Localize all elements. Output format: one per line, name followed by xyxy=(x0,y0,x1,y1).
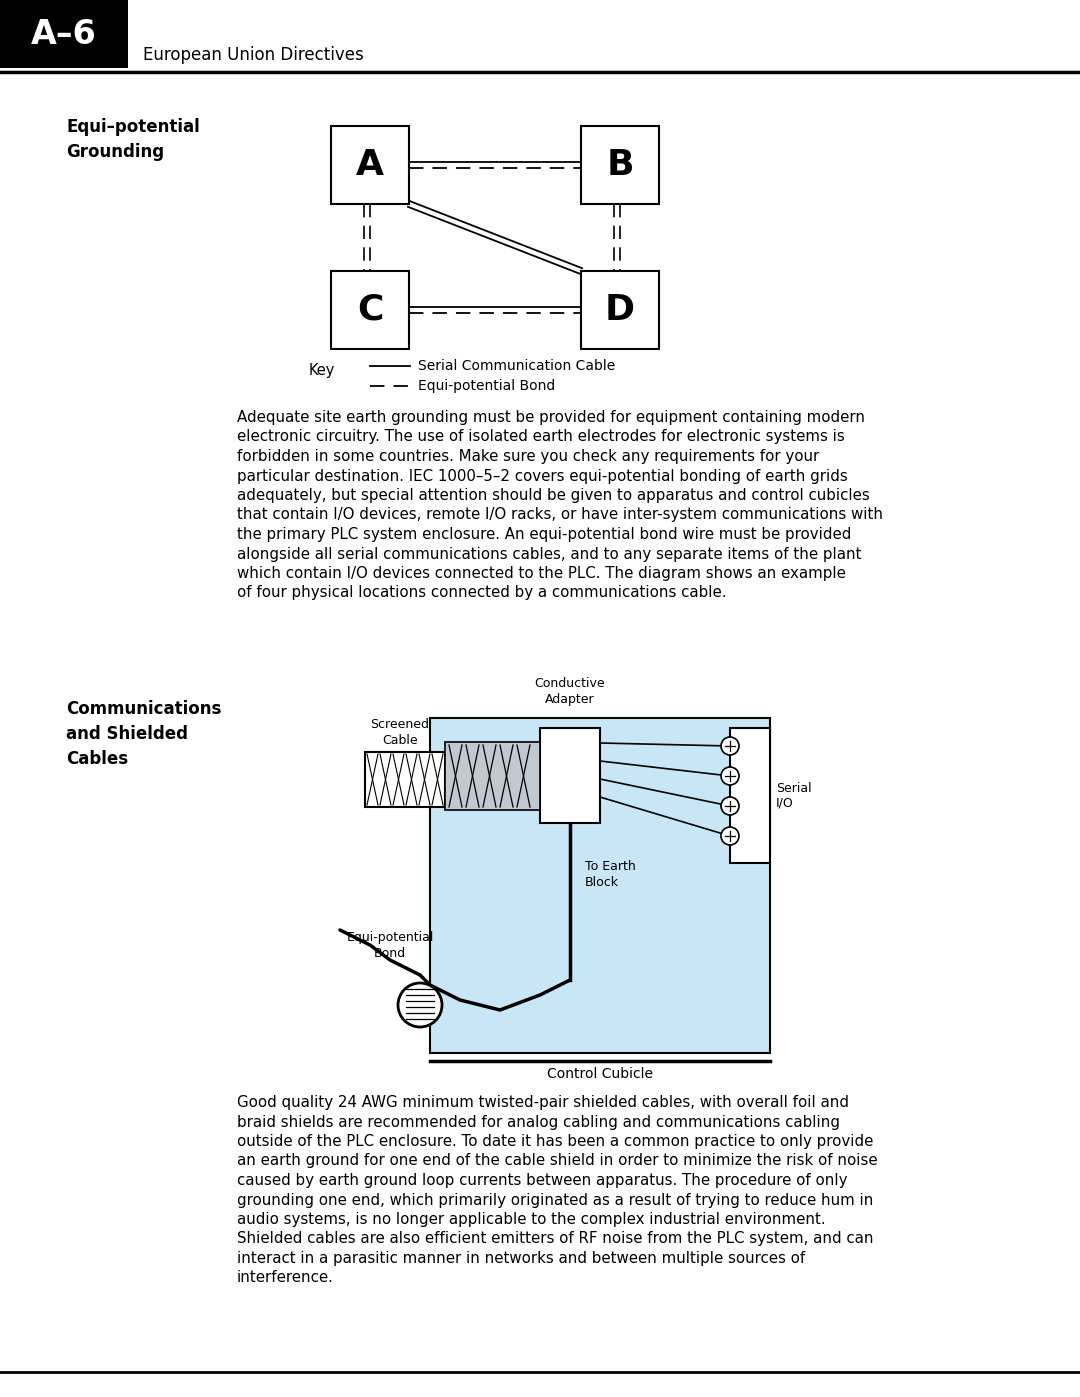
Bar xyxy=(730,728,770,863)
Text: Conductive
Adapter: Conductive Adapter xyxy=(535,678,605,705)
Text: audio systems, is no longer applicable to the complex industrial environment.: audio systems, is no longer applicable t… xyxy=(237,1213,825,1227)
Bar xyxy=(540,728,600,823)
Text: Control Cubicle: Control Cubicle xyxy=(546,1067,653,1081)
Text: Equi-potential
Bond: Equi-potential Bond xyxy=(347,930,434,960)
Bar xyxy=(330,126,409,204)
Text: Shielded cables are also efficient emitters of RF noise from the PLC system, and: Shielded cables are also efficient emitt… xyxy=(237,1232,874,1246)
Text: Equi-potential Bond: Equi-potential Bond xyxy=(418,379,555,393)
Text: of four physical locations connected by a communications cable.: of four physical locations connected by … xyxy=(237,585,727,601)
Text: Communications
and Shielded
Cables: Communications and Shielded Cables xyxy=(66,700,221,768)
Text: particular destination. IEC 1000–5–2 covers equi-potential bonding of earth grid: particular destination. IEC 1000–5–2 cov… xyxy=(237,468,848,483)
Bar xyxy=(445,742,540,810)
Text: Serial
I/O: Serial I/O xyxy=(777,781,812,809)
Text: European Union Directives: European Union Directives xyxy=(143,46,364,64)
Bar xyxy=(430,718,770,1053)
Circle shape xyxy=(721,827,739,845)
Text: A–6: A–6 xyxy=(31,18,97,50)
Bar xyxy=(0,0,129,68)
Circle shape xyxy=(721,738,739,754)
Circle shape xyxy=(399,983,442,1027)
Text: Equi–potential
Grounding: Equi–potential Grounding xyxy=(66,117,200,161)
Text: Screened
Cable: Screened Cable xyxy=(370,718,430,747)
Text: alongside all serial communications cables, and to any separate items of the pla: alongside all serial communications cabl… xyxy=(237,546,862,562)
Text: interact in a parasitic manner in networks and between multiple sources of: interact in a parasitic manner in networ… xyxy=(237,1250,806,1266)
Text: electronic circuitry. The use of isolated earth electrodes for electronic system: electronic circuitry. The use of isolate… xyxy=(237,429,845,444)
Text: caused by earth ground loop currents between apparatus. The procedure of only: caused by earth ground loop currents bet… xyxy=(237,1173,848,1187)
Text: the primary PLC system enclosure. An equi-potential bond wire must be provided: the primary PLC system enclosure. An equ… xyxy=(237,527,851,542)
Text: outside of the PLC enclosure. To date it has been a common practice to only prov: outside of the PLC enclosure. To date it… xyxy=(237,1134,874,1148)
Text: To Earth
Block: To Earth Block xyxy=(585,861,636,890)
Bar xyxy=(430,718,770,1053)
Text: forbidden in some countries. Make sure you check any requirements for your: forbidden in some countries. Make sure y… xyxy=(237,448,820,464)
Text: that contain I/O devices, remote I/O racks, or have inter-system communications : that contain I/O devices, remote I/O rac… xyxy=(237,507,883,522)
Text: which contain I/O devices connected to the PLC. The diagram shows an example: which contain I/O devices connected to t… xyxy=(237,566,846,581)
Circle shape xyxy=(721,798,739,814)
Text: B: B xyxy=(606,148,634,182)
Bar xyxy=(581,271,659,349)
Circle shape xyxy=(721,767,739,785)
Bar xyxy=(365,752,445,807)
Text: Key: Key xyxy=(309,362,335,377)
Text: Serial Communication Cable: Serial Communication Cable xyxy=(418,359,616,373)
Text: grounding one end, which primarily originated as a result of trying to reduce hu: grounding one end, which primarily origi… xyxy=(237,1193,874,1207)
Text: braid shields are recommended for analog cabling and communications cabling: braid shields are recommended for analog… xyxy=(237,1115,840,1130)
Text: Good quality 24 AWG minimum twisted-pair shielded cables, with overall foil and: Good quality 24 AWG minimum twisted-pair… xyxy=(237,1095,849,1111)
Text: D: D xyxy=(605,293,635,327)
Text: adequately, but special attention should be given to apparatus and control cubic: adequately, but special attention should… xyxy=(237,488,869,503)
Text: C: C xyxy=(356,293,383,327)
Bar xyxy=(581,126,659,204)
Text: an earth ground for one end of the cable shield in order to minimize the risk of: an earth ground for one end of the cable… xyxy=(237,1154,878,1168)
Bar xyxy=(330,271,409,349)
Text: A: A xyxy=(356,148,384,182)
Text: Adequate site earth grounding must be provided for equipment containing modern: Adequate site earth grounding must be pr… xyxy=(237,409,865,425)
Text: interference.: interference. xyxy=(237,1270,334,1285)
